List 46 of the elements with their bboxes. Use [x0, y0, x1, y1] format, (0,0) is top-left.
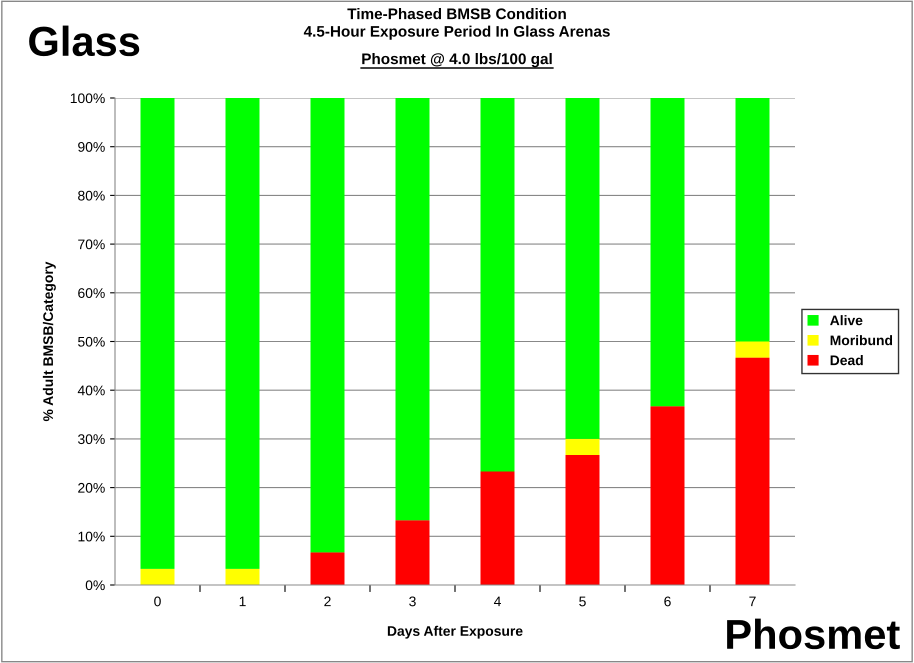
bar — [140, 98, 174, 569]
y-tick-label: 0% — [86, 580, 105, 590]
y-tick-label: 90% — [78, 142, 105, 152]
y-axis-title: % Adult BMSB/Category — [42, 262, 56, 422]
bar — [480, 472, 514, 585]
legend-label: Moribund — [830, 335, 892, 346]
x-tick-label: 7 — [749, 596, 756, 606]
x-tick-label: 2 — [324, 596, 331, 606]
x-tick-label: 0 — [154, 596, 161, 606]
bar — [226, 568, 260, 585]
bar — [396, 98, 430, 520]
chart-title: Time-Phased BMSB Condition 4.5-Hour Exposure Period In Glass Arenas — [304, 8, 610, 40]
chart-subtitle: Phosmet @ 4.0 lbs/100 gal — [362, 53, 552, 68]
bar — [566, 438, 600, 455]
y-tick-label: 80% — [78, 190, 105, 201]
y-tick-label: 30% — [78, 434, 105, 444]
y-tick-label: 20% — [78, 482, 105, 493]
y-tick-label: 40% — [78, 386, 105, 396]
x-tick-label: 5 — [579, 596, 586, 606]
legend-label: Alive — [830, 315, 862, 326]
x-axis-title: Days After Exposure — [388, 626, 523, 639]
y-tick-label: 100% — [70, 93, 105, 104]
text: Phosmet — [727, 618, 900, 650]
bar — [310, 552, 344, 585]
y-tick-label: 50% — [78, 336, 105, 347]
bar — [226, 98, 260, 569]
bar — [140, 568, 174, 585]
bar — [566, 454, 600, 585]
x-tick-label: 4 — [494, 596, 501, 606]
bar — [396, 520, 430, 585]
bar — [650, 406, 684, 585]
y-tick-label: 60% — [78, 288, 105, 298]
bar — [736, 342, 770, 358]
bar — [566, 98, 600, 439]
bar — [736, 358, 770, 585]
y-tick-label: 70% — [78, 239, 105, 250]
text: Glass — [29, 26, 140, 56]
bar — [480, 98, 514, 472]
bar — [650, 98, 684, 406]
x-tick-label: 1 — [240, 596, 246, 606]
bar — [310, 98, 344, 552]
x-tick-label: 3 — [409, 596, 416, 606]
bar — [736, 98, 770, 342]
x-tick-label: 6 — [664, 596, 671, 606]
legend-label: Dead — [830, 355, 863, 366]
y-tick-label: 10% — [78, 532, 105, 542]
